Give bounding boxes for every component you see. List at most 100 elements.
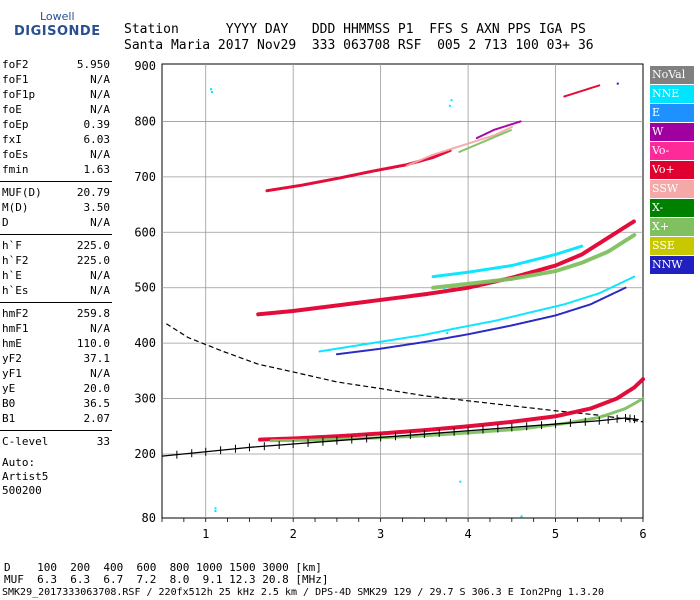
param-key: hmF2	[2, 307, 29, 320]
param-row: yF1 N/A	[2, 367, 110, 380]
x-tick-label: 6	[639, 527, 646, 541]
param-value: 2.07	[83, 412, 111, 425]
echo-trace	[405, 125, 513, 167]
logo-line2: DIGISONDE	[14, 24, 101, 39]
param-key: yE	[2, 382, 16, 395]
echo-trace	[265, 148, 453, 193]
param-key: hmE	[2, 337, 22, 350]
y-tick-label: 400	[134, 336, 156, 350]
auto-line2: Artist5	[2, 470, 49, 483]
param-key: yF2	[2, 352, 22, 365]
y-tick-label: 800	[134, 114, 156, 128]
param-row: yF2 37.1	[2, 352, 110, 365]
digisonde-logo: Lowell DIGISONDE	[4, 6, 114, 46]
param-row: C-level 33	[2, 435, 110, 448]
echo-point	[448, 104, 451, 107]
legend-item: NoVal	[650, 66, 694, 84]
param-row: h`Es N/A	[2, 284, 110, 297]
auto-line3: 500200	[2, 484, 42, 497]
param-value: 6.03	[83, 133, 111, 146]
legend-item: Vo-	[650, 142, 694, 160]
echo-point	[214, 510, 217, 512]
param-value: 225.0	[76, 239, 110, 252]
param-row: foF1 N/A	[2, 73, 110, 86]
param-key: fmin	[2, 163, 29, 176]
param-row: fxI 6.03	[2, 133, 110, 146]
param-row: B1 2.07	[2, 412, 110, 425]
param-key: MUF(D)	[2, 186, 42, 199]
echo-point	[459, 480, 462, 483]
param-row: h`E N/A	[2, 269, 110, 282]
plot-frame	[161, 63, 644, 519]
y-tick-label: 900	[134, 59, 156, 73]
param-key: foEp	[2, 118, 29, 131]
echo-point	[214, 507, 217, 510]
echo-trace	[257, 377, 645, 442]
param-value: N/A	[90, 216, 110, 229]
param-separator	[0, 181, 112, 182]
muf-row: MUF 6.3 6.3 6.7 7.2 8.0 9.1 12.3 20.8 [M…	[4, 573, 329, 586]
echo-trace	[563, 84, 601, 98]
param-key: foF1p	[2, 88, 36, 101]
echo-point	[520, 515, 523, 518]
legend-item: X-	[650, 199, 694, 217]
param-separator	[0, 302, 112, 303]
param-value: 259.8	[76, 307, 110, 320]
param-row: foEs N/A	[2, 148, 110, 161]
param-row: foE N/A	[2, 103, 110, 116]
param-value: 20.79	[76, 186, 110, 199]
param-value: 3.50	[83, 201, 111, 214]
param-separator	[0, 234, 112, 235]
y-tick-label: 200	[134, 447, 156, 461]
param-key: foE	[2, 103, 22, 116]
x-tick-label: 1	[202, 527, 209, 541]
param-key: foF2	[2, 58, 29, 71]
echo-trace	[431, 233, 637, 290]
param-row: h`F2 225.0	[2, 254, 110, 267]
param-value: N/A	[90, 148, 110, 161]
legend-item: W	[650, 123, 694, 141]
param-row: foF2 5.950	[2, 58, 110, 71]
y-tick-label: 700	[134, 170, 156, 184]
legend-item: Vo+	[650, 161, 694, 179]
param-key: D	[2, 216, 9, 229]
param-value: N/A	[90, 284, 110, 297]
param-value: 37.1	[83, 352, 111, 365]
legend-item: NNW	[650, 256, 694, 274]
param-value: 0.39	[83, 118, 111, 131]
legend-item: X+	[650, 218, 694, 236]
param-value: 36.5	[83, 397, 111, 410]
param-value: 225.0	[76, 254, 110, 267]
legend-item: SSE	[650, 237, 694, 255]
param-key: yF1	[2, 367, 22, 380]
param-row: hmF1 N/A	[2, 322, 110, 335]
legend: NoVal NNE E W Vo- Vo+ SSW X- X+ SSE NNW	[650, 66, 694, 275]
echo-trace	[431, 244, 584, 279]
param-key: M(D)	[2, 201, 29, 214]
param-value: N/A	[90, 367, 110, 380]
echo-trace	[335, 286, 627, 356]
param-key: fxI	[2, 133, 22, 146]
echo-trace	[269, 397, 645, 443]
echo-point	[616, 82, 619, 85]
param-key: h`E	[2, 269, 22, 282]
legend-item: NNE	[650, 85, 694, 103]
param-row: foEp 0.39	[2, 118, 110, 131]
param-value: 1.63	[83, 163, 111, 176]
param-value: N/A	[90, 88, 110, 101]
param-row: yE 20.0	[2, 382, 110, 395]
param-value: N/A	[90, 269, 110, 282]
param-row: hmF2 259.8	[2, 307, 110, 320]
param-value: N/A	[90, 103, 110, 116]
param-row: fmin 1.63	[2, 163, 110, 176]
param-key: h`Es	[2, 284, 29, 297]
param-row: foF1p N/A	[2, 88, 110, 101]
param-value: N/A	[90, 73, 110, 86]
param-key: foF1	[2, 73, 29, 86]
legend-item: E	[650, 104, 694, 122]
param-separator	[0, 430, 112, 431]
param-row: hmE 110.0	[2, 337, 110, 350]
param-key: B0	[2, 397, 16, 410]
echo-point	[210, 90, 213, 93]
echo-point	[446, 332, 449, 335]
